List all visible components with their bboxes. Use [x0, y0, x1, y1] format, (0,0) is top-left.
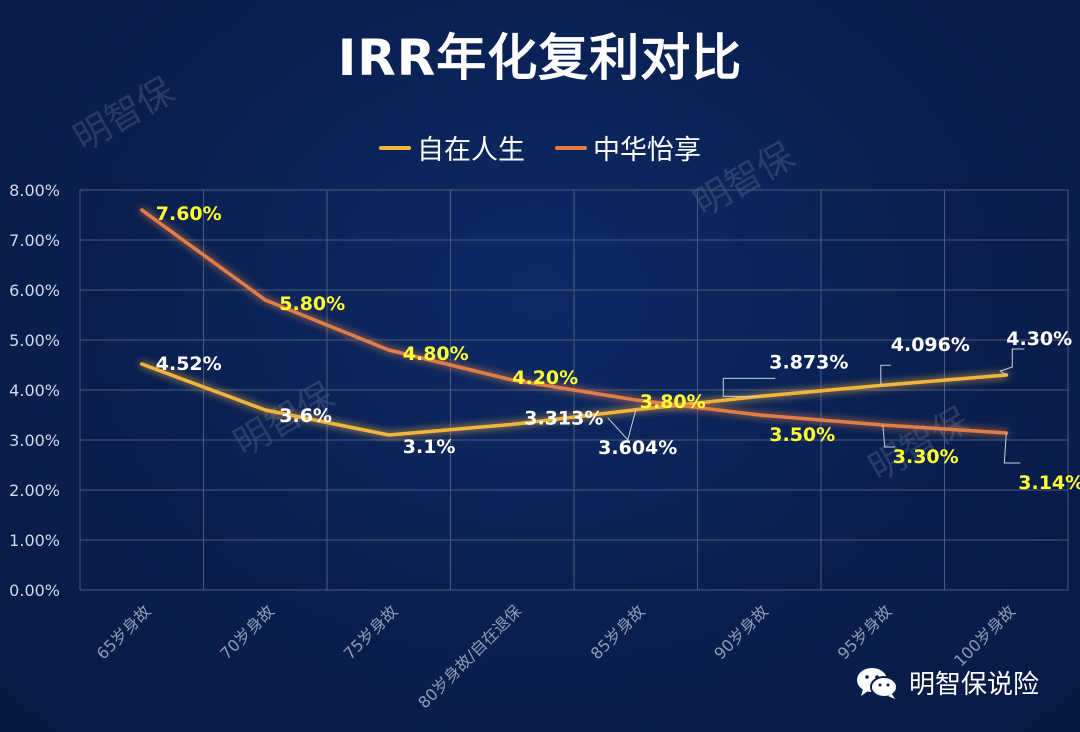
y-tick-label: 2.00%: [9, 481, 60, 500]
y-tick-label: 6.00%: [9, 281, 60, 300]
data-point: [757, 413, 761, 417]
y-tick-label: 4.00%: [9, 381, 60, 400]
leader-line: [880, 364, 891, 386]
brand: 明智保说险: [855, 664, 1039, 701]
data-label-series-1: 3.604%: [598, 437, 677, 459]
data-labels: 4.52% 3.6% 3.1% 3.313% 3.604% 3.873% 4.096% 4.3…: [156, 203, 1080, 494]
series-lines: [140, 208, 1009, 437]
label-leader-lines: [607, 348, 1025, 464]
data-label-series-2: 3.14%: [1018, 472, 1080, 494]
data-point: [387, 433, 391, 437]
x-tick-label: 65岁身故: [93, 601, 155, 663]
data-label-series-2: 3.80%: [640, 391, 706, 413]
leader-line: [607, 409, 637, 441]
y-tick-label: 0.00%: [9, 581, 60, 600]
data-point: [140, 208, 144, 212]
chart-title: IRR年化复利对比: [337, 29, 743, 87]
x-tick-label: 95岁身故: [834, 601, 896, 663]
leader-line: [999, 348, 1025, 376]
y-tick-label: 5.00%: [9, 331, 60, 350]
data-label-series-1: 4.52%: [156, 353, 222, 375]
data-label-series-1: 4.096%: [891, 334, 970, 356]
data-label-series-2: 5.80%: [279, 293, 345, 315]
legend-label-series-1: 自在人生: [417, 135, 525, 166]
legend-swatch-series-1: [379, 145, 411, 150]
legend: 自在人生 中华怡享: [0, 128, 1080, 167]
data-point: [510, 422, 514, 426]
data-label-series-2: 3.30%: [893, 446, 959, 468]
data-point: [881, 423, 885, 427]
y-tick-label: 1.00%: [9, 531, 60, 550]
x-tick-label: 90岁身故: [710, 601, 772, 663]
data-label-series-1: 3.313%: [524, 407, 603, 429]
data-point: [263, 298, 267, 302]
y-axis: 0.00% 1.00% 2.00% 3.00% 4.00% 5.00% 6.00% 7.00%…: [9, 181, 60, 600]
data-label-series-1: 3.6%: [279, 405, 332, 427]
brand-text: 明智保说险: [909, 670, 1040, 700]
data-label-series-2: 4.20%: [512, 367, 578, 389]
data-label-series-1: 3.873%: [769, 351, 848, 373]
watermark-1: 明智保: [67, 70, 181, 160]
wechat-icon: [857, 667, 898, 699]
legend-swatch-series-2: [555, 145, 587, 150]
data-point: [387, 348, 391, 352]
series-line-2: [140, 208, 1009, 435]
y-tick-label: 8.00%: [9, 181, 60, 200]
data-point: [263, 408, 267, 412]
x-tick-label: 85岁身故: [587, 601, 649, 663]
x-tick-label: 75岁身故: [340, 601, 402, 663]
y-tick-label: 7.00%: [9, 231, 60, 250]
data-point: [510, 378, 514, 382]
data-point: [634, 398, 638, 402]
x-tick-label: 100岁身故: [950, 601, 1019, 670]
legend-item-series-1: 自在人生: [379, 128, 525, 167]
data-label-series-2: 3.50%: [769, 424, 835, 446]
data-label-series-2: 7.60%: [156, 203, 222, 225]
data-point: [140, 362, 144, 366]
data-label-series-1: 3.1%: [403, 436, 456, 458]
series-line-1: [140, 362, 1009, 437]
leader-line: [722, 377, 776, 397]
legend-label-series-2: 中华怡享: [593, 135, 701, 166]
watermark-2: 明智保: [687, 135, 801, 225]
leader-line: [1003, 432, 1021, 464]
data-label-series-2: 4.80%: [403, 343, 469, 365]
data-label-series-1: 4.30%: [1006, 328, 1072, 350]
x-tick-label: 80岁身故/自在退保: [414, 601, 525, 712]
leader-line: [882, 424, 895, 448]
y-tick-label: 3.00%: [9, 431, 60, 450]
legend-item-series-2: 中华怡享: [555, 128, 701, 167]
x-tick-label: 70岁身故: [216, 601, 278, 663]
